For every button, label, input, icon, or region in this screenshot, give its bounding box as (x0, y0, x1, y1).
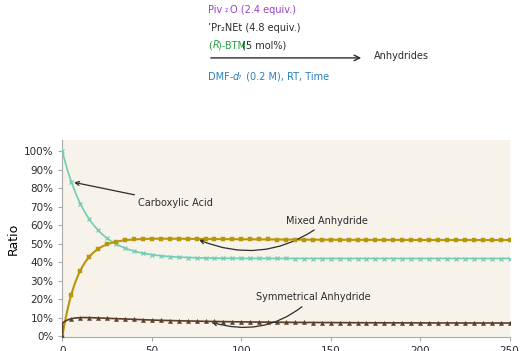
Text: ’Pr₂NEt (4.8 equiv.): ’Pr₂NEt (4.8 equiv.) (208, 23, 301, 33)
Text: DMF-: DMF- (208, 72, 233, 82)
Text: Anhydrides: Anhydrides (374, 51, 430, 61)
Text: )-BTM: )-BTM (218, 40, 249, 50)
Text: (5 mol%): (5 mol%) (242, 40, 286, 50)
Text: Carboxylic Acid: Carboxylic Acid (75, 181, 212, 208)
Text: d: d (232, 72, 239, 82)
Text: (0.2 Μ), RT, Time: (0.2 Μ), RT, Time (243, 72, 330, 82)
Text: Symmetrical Anhydride: Symmetrical Anhydride (213, 292, 370, 327)
Text: Piv: Piv (208, 5, 222, 15)
Text: (: ( (208, 40, 212, 50)
Text: R: R (213, 40, 220, 50)
Text: Mixed Anhydride: Mixed Anhydride (200, 216, 368, 251)
Text: O (2.4 equiv.): O (2.4 equiv.) (230, 5, 296, 15)
Y-axis label: Ratio: Ratio (7, 223, 20, 255)
Text: ₂: ₂ (225, 5, 228, 14)
Text: ₇: ₇ (238, 72, 241, 81)
